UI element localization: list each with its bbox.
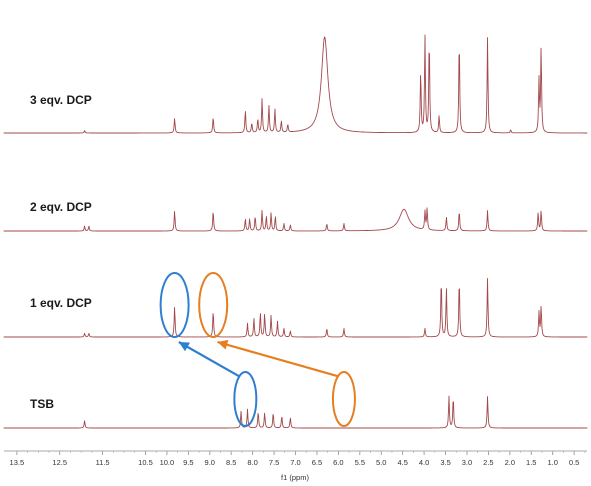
x-tick-label: 9.0	[205, 458, 215, 467]
spectrum-trace-1	[3, 34, 588, 134]
x-tick-label: 5.0	[376, 458, 386, 467]
shift-arrow-head	[178, 342, 190, 352]
x-tick-label: 5.5	[355, 458, 365, 467]
x-tick-label: 0.5	[569, 458, 579, 467]
x-tick-label: 11.5	[96, 458, 110, 467]
x-tick-label: 9.5	[183, 458, 193, 467]
spectrum-line	[3, 207, 588, 232]
spectrum-trace-3	[3, 278, 588, 338]
x-tick-label: 10.0	[160, 458, 175, 467]
x-tick-label: 10.5	[138, 458, 153, 467]
x-tick-label: 2.5	[483, 458, 493, 467]
shift-arrow-head	[217, 339, 229, 350]
x-tick-label: 1.0	[547, 458, 557, 467]
trace-label-2-eqv: 2 eqv. DCP	[30, 200, 92, 214]
x-axis-title: f1 (ppm)	[281, 473, 309, 482]
x-tick-label: 4.5	[397, 458, 407, 467]
spectrum-line	[3, 395, 588, 429]
highlight-circle	[331, 371, 356, 427]
x-tick-label: 4.0	[419, 458, 429, 467]
spectrum-trace-4	[3, 395, 588, 429]
x-axis: 13.5 12.5 11.5 10.5 10.0 9.5 9.0 8.5 8.0 7.5 7.0 6.…	[4, 450, 587, 467]
shift-arrow-shaft	[217, 340, 338, 378]
x-tick-label: 3.0	[462, 458, 472, 467]
trace-label-3-eqv: 3 eqv. DCP	[30, 93, 92, 107]
highlight-circle	[159, 272, 190, 338]
annotation-layer	[159, 272, 356, 427]
x-tick-label: 2.0	[505, 458, 515, 467]
x-tick-label: 6.0	[333, 458, 343, 467]
x-tick-label: 3.5	[440, 458, 450, 467]
spectra-layer	[3, 34, 588, 429]
trace-label-tsb: TSB	[30, 397, 54, 411]
trace-label-1-eqv: 1 eqv. DCP	[30, 296, 92, 310]
spectrum-line	[3, 278, 588, 338]
x-tick-label: 7.0	[290, 458, 300, 467]
spectrum-trace-2	[3, 207, 588, 232]
x-tick-label: 8.0	[247, 458, 257, 467]
highlight-circle	[198, 272, 229, 338]
x-tick-label: 7.5	[269, 458, 279, 467]
x-tick-label: 6.5	[312, 458, 322, 467]
shift-arrow-shaft	[178, 341, 240, 378]
highlight-circle	[233, 371, 258, 427]
x-tick-label: 8.5	[226, 458, 236, 467]
x-tick-label: 13.5	[10, 458, 25, 467]
x-tick-label: 12.5	[52, 458, 67, 467]
spectrum-line	[3, 34, 588, 134]
x-tick-label: 1.5	[526, 458, 536, 467]
